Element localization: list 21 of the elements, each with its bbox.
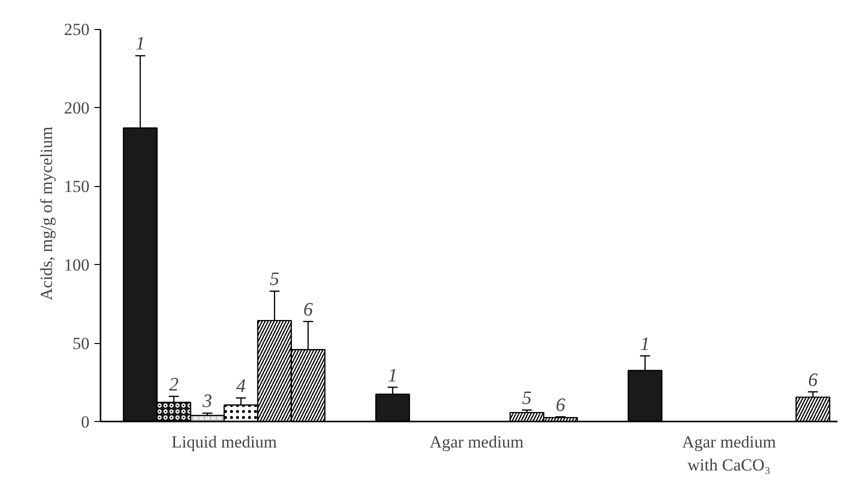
x-tick-label: Agar medium xyxy=(430,432,524,452)
series-label: 3 xyxy=(202,391,212,412)
text: 1 xyxy=(136,34,146,55)
y-axis-title: Acids, mg/g of mycelium xyxy=(37,126,56,300)
text: 6 xyxy=(808,370,818,391)
series-label: 4 xyxy=(236,376,246,397)
x-tick-label: Liquid medium xyxy=(172,432,277,452)
y-tick-label: 100 xyxy=(64,256,90,275)
y-tick-label: 200 xyxy=(64,98,90,118)
text: 5 xyxy=(270,269,280,290)
y-tick-label: 50 xyxy=(72,334,90,354)
y-tick-label: 0 xyxy=(81,412,90,432)
text: 6 xyxy=(303,300,313,321)
text: 1 xyxy=(640,334,650,355)
series-label: 6 xyxy=(556,394,566,416)
series-label: 1 xyxy=(388,365,398,386)
x-tick-label: Agar medium with CaCO₃ xyxy=(682,432,776,474)
y-tick-label: 150 xyxy=(64,177,90,196)
series-label: 2 xyxy=(169,374,180,396)
series-label: 5 xyxy=(522,388,532,410)
y-tick-label: 250 xyxy=(64,20,90,40)
